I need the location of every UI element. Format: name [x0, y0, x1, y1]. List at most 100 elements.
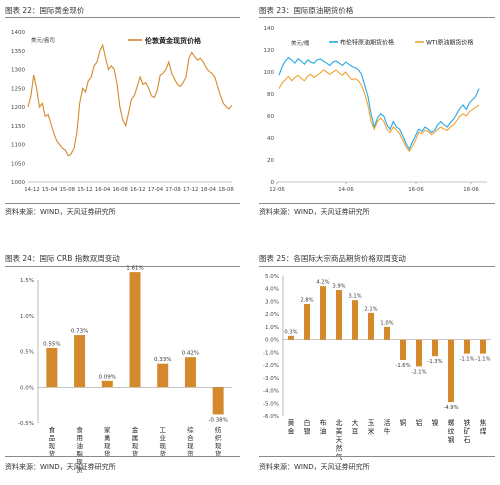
bar: [368, 312, 374, 340]
category-label-char: 货: [76, 465, 83, 474]
category-label-char: 米: [368, 427, 375, 436]
category-label-char: 活: [384, 418, 391, 427]
category-label-char: 货: [187, 449, 194, 458]
category-label-char: 油: [76, 441, 83, 450]
data-label: 4.2%: [316, 280, 329, 286]
y-tick-label: 140: [264, 26, 275, 32]
category-label-char: 银: [304, 427, 311, 436]
bar: [304, 304, 310, 340]
x-tick-label: 17-12: [183, 187, 198, 193]
data-label: 0.42%: [182, 351, 199, 357]
category-label-char: 现: [132, 442, 139, 450]
data-label: 2.8%: [300, 298, 313, 304]
data-label: -1.6%: [395, 363, 410, 369]
bar: [46, 347, 58, 388]
category-label-char: 现: [76, 458, 83, 466]
figure-24-top-rule: [5, 266, 240, 267]
bar: [184, 357, 196, 388]
figure-25-top-rule: [259, 266, 495, 267]
category-label-char: 牛: [384, 427, 391, 436]
category-label-char: 现: [159, 442, 166, 450]
category-label-char: 镍: [432, 418, 439, 427]
category-label-char: 豆: [352, 428, 359, 436]
x-tick-label: 15-08: [60, 187, 76, 193]
y-tick-label: -3.0%: [263, 376, 279, 382]
category-label-char: 品: [49, 434, 56, 442]
category-label-char: 金: [288, 427, 295, 436]
y-tick-label: -6.0%: [263, 414, 279, 420]
x-tick-label: 16-06: [408, 187, 424, 193]
y-tick-label: 100: [264, 70, 275, 76]
y-tick-label: 4.0%: [265, 287, 279, 293]
y-tick-label: 1350: [11, 49, 25, 55]
wti-price-line: [278, 69, 480, 153]
category-label-char: 美: [336, 427, 343, 436]
category-label-char: 现: [49, 442, 56, 450]
x-tick-label: 17-04: [148, 187, 164, 193]
figure-23-bottom-rule: [259, 203, 495, 204]
commodity-futures-bar-chart: 5.0% 4.0% 3.0% 2.0% 1.0% 0.0% -1.0% -2.0% -3.0% -…: [263, 274, 491, 461]
x-tick-label: 18-04: [201, 187, 217, 193]
y-tick-label: -2.0%: [263, 363, 279, 369]
x-tick-label: 12-06: [269, 187, 285, 193]
category-label-char: 业: [159, 433, 166, 442]
category-label-char: 工: [159, 426, 166, 434]
data-label: 1.0%: [380, 320, 393, 326]
figure-24-bottom-rule: [5, 456, 240, 457]
x-tick-label: 18-06: [463, 187, 479, 193]
bar: [320, 286, 326, 340]
data-label: -0.38%: [208, 417, 227, 423]
y-tick-label: 1200: [11, 105, 25, 111]
data-label: -1.1%: [475, 357, 490, 363]
y-tick-label: -5.0%: [263, 401, 279, 407]
category-label-char: 现: [215, 442, 222, 450]
y-tick-label: 0.5%: [20, 350, 34, 356]
y-axis-unit: 美元/盎司: [31, 36, 55, 44]
bar: [448, 339, 454, 402]
y-tick-label: 1150: [11, 124, 25, 130]
category-label-char: 布: [320, 418, 327, 427]
legend-label: 布伦特原油期货价格: [340, 39, 394, 47]
y-tick-label: 1100: [11, 143, 25, 149]
bar: [336, 290, 342, 340]
x-tick-label: 16-04: [95, 187, 111, 193]
category-label-char: 大: [352, 418, 359, 427]
category-label-char: 合: [187, 433, 194, 442]
category-label-char: 纹: [448, 427, 455, 436]
category-label-char: 禽: [104, 433, 111, 442]
category-label-char: 食: [76, 425, 83, 434]
figure-22-top-rule: [5, 17, 240, 18]
category-label-char: 货: [132, 449, 139, 458]
category-label-char: 螺: [448, 418, 455, 427]
category-label-char: 铜: [400, 418, 407, 427]
category-label-char: 织: [215, 433, 222, 442]
category-label-char: 用: [76, 434, 83, 442]
category-label-char: 油: [320, 427, 327, 436]
figure-25-bottom-rule: [259, 456, 495, 457]
x-tick-label: 14-06: [338, 187, 354, 193]
x-tick-label: 14-12: [24, 187, 39, 193]
y-tick-label: 0: [271, 180, 275, 186]
data-label: 1.61%: [126, 266, 143, 272]
data-label: 0.09%: [99, 374, 116, 380]
category-label-char: 黄: [288, 418, 295, 427]
y-tick-label: 80: [267, 92, 274, 98]
y-tick-label: 1000: [11, 180, 25, 186]
y-tick-label: 60: [267, 114, 274, 120]
figure-22-source: 资料来源：WIND，天风证券研究所: [5, 208, 116, 216]
y-tick-label: 0.0%: [20, 385, 34, 391]
figure-23-source: 资料来源：WIND，天风证券研究所: [259, 208, 370, 216]
data-label: -1.3%: [427, 359, 442, 365]
figure-22-bottom-rule: [5, 203, 240, 204]
bar: [432, 339, 438, 357]
y-tick-label: 1.5%: [20, 278, 34, 284]
bar: [129, 272, 141, 388]
data-label: 0.73%: [71, 329, 88, 335]
bar: [464, 339, 470, 354]
crb-index-bar-chart: 1.5%1.0%0.5%0.0%-0.5%0.55%食品现货0.73%食用油脂现…: [18, 266, 232, 474]
category-label-char: 家: [104, 425, 111, 434]
data-label: 0.55%: [43, 341, 60, 347]
category-label-char: 现: [187, 442, 194, 450]
y-tick-label: 1.0%: [20, 314, 34, 320]
gold-price-line-chart: 1400 1350 1300 1250 1200 1150 1100 1050 100014-1…: [11, 30, 234, 193]
